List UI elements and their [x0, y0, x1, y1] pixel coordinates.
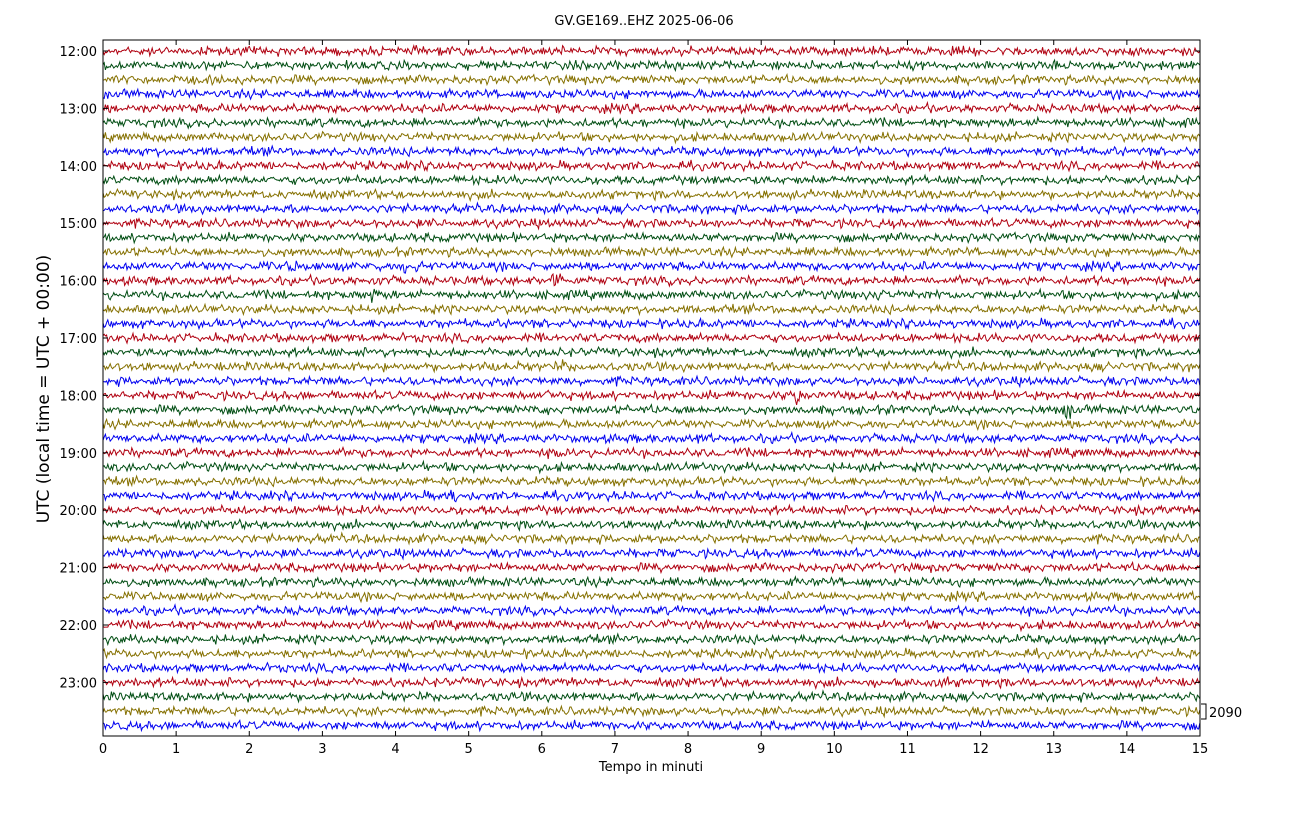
x-tick-label: 1 — [172, 742, 180, 757]
scale-bar: 2090 — [1201, 703, 1242, 721]
seismic-trace — [102, 403, 1201, 420]
seismic-trace — [102, 430, 1201, 446]
y-tick-label: 16:00 — [60, 275, 97, 290]
y-tick-label: 15:00 — [60, 217, 97, 232]
y-tick-label: 20:00 — [60, 504, 97, 519]
seismic-trace — [102, 316, 1201, 331]
plot-frame — [102, 39, 1201, 737]
x-axis-ticks: 0 1 2 3 4 5 6 7 8 9 10 11 12 13 14 15 — [99, 40, 1208, 757]
x-tick-label: 11 — [899, 742, 916, 757]
seismic-trace — [102, 560, 1201, 575]
x-tick-label: 14 — [1119, 742, 1136, 757]
x-tick-label: 2 — [245, 742, 253, 757]
seismic-trace — [102, 617, 1201, 633]
seismic-trace — [102, 231, 1201, 245]
y-tick-label: 22:00 — [60, 619, 97, 634]
seismic-trace — [102, 704, 1201, 719]
y-axis-ticks: 12:00 13:00 14:00 15:00 16:00 17:00 18:00 19:00… — [60, 45, 1200, 691]
seismic-trace — [102, 159, 1201, 173]
x-tick-label: 9 — [757, 742, 765, 757]
seismic-trace — [102, 689, 1201, 704]
seismic-trace — [102, 459, 1201, 475]
seismic-trace — [102, 517, 1201, 533]
x-tick-label: 7 — [611, 742, 619, 757]
x-tick-label: 8 — [684, 742, 692, 757]
seismic-trace — [102, 187, 1201, 203]
seismic-trace — [102, 100, 1201, 115]
seismic-trace — [102, 503, 1200, 517]
seismic-trace — [102, 44, 1201, 58]
y-tick-label: 18:00 — [60, 389, 97, 404]
seismic-trace — [102, 603, 1201, 618]
x-tick-label: 15 — [1192, 742, 1209, 757]
seismic-trace — [102, 201, 1200, 216]
y-tick-label: 17:00 — [60, 332, 97, 347]
seismic-trace — [102, 589, 1201, 604]
seismic-trace — [102, 661, 1201, 675]
seismic-trace — [102, 445, 1201, 460]
scale-label: 2090 — [1209, 706, 1242, 721]
seismic-trace — [102, 287, 1201, 303]
x-tick-label: 5 — [465, 742, 473, 757]
x-tick-label: 4 — [391, 742, 399, 757]
y-tick-label: 19:00 — [60, 447, 97, 462]
seismic-trace — [102, 144, 1200, 159]
seismic-trace — [102, 489, 1201, 503]
seismic-trace — [102, 245, 1201, 259]
x-tick-label: 12 — [972, 742, 989, 757]
seismic-trace — [102, 646, 1201, 661]
x-tick-label: 3 — [318, 742, 326, 757]
seismic-trace — [102, 331, 1201, 345]
seismic-trace — [102, 531, 1200, 546]
y-tick-label: 23:00 — [60, 676, 97, 691]
seismic-trace — [102, 417, 1201, 432]
seismic-trace — [102, 115, 1201, 130]
seismic-trace — [102, 130, 1201, 145]
y-axis-label: UTC (local time = UTC + 00:00) — [34, 255, 54, 524]
y-tick-label: 14:00 — [60, 160, 97, 175]
x-tick-label: 10 — [826, 742, 843, 757]
x-tick-label: 13 — [1045, 742, 1062, 757]
seismic-trace — [102, 632, 1200, 647]
seismic-trace — [102, 272, 1201, 288]
y-tick-label: 13:00 — [60, 102, 97, 117]
x-axis-label: Tempo in minuti — [598, 760, 703, 775]
seismic-trace — [102, 302, 1201, 317]
seismic-trace — [102, 216, 1201, 231]
seismic-trace — [102, 546, 1201, 561]
seismic-trace — [102, 58, 1201, 73]
y-tick-label: 12:00 — [60, 45, 97, 60]
seismic-trace — [102, 374, 1201, 389]
seismic-trace — [102, 173, 1201, 187]
seismic-trace — [102, 718, 1201, 733]
seismic-trace — [102, 345, 1201, 360]
seismic-trace — [102, 359, 1201, 374]
x-tick-label: 6 — [538, 742, 546, 757]
seismic-trace — [102, 388, 1201, 406]
seismic-trace — [102, 675, 1201, 691]
y-tick-label: 21:00 — [60, 562, 97, 577]
seismic-trace — [102, 73, 1201, 87]
chart-title: GV.GE169..EHZ 2025-06-06 — [554, 14, 733, 29]
seismic-trace — [102, 87, 1201, 101]
seismic-traces — [102, 44, 1201, 733]
seismic-trace — [102, 474, 1201, 488]
seismic-trace — [102, 575, 1200, 589]
seismic-trace — [102, 260, 1200, 274]
x-tick-label: 0 — [99, 742, 107, 757]
